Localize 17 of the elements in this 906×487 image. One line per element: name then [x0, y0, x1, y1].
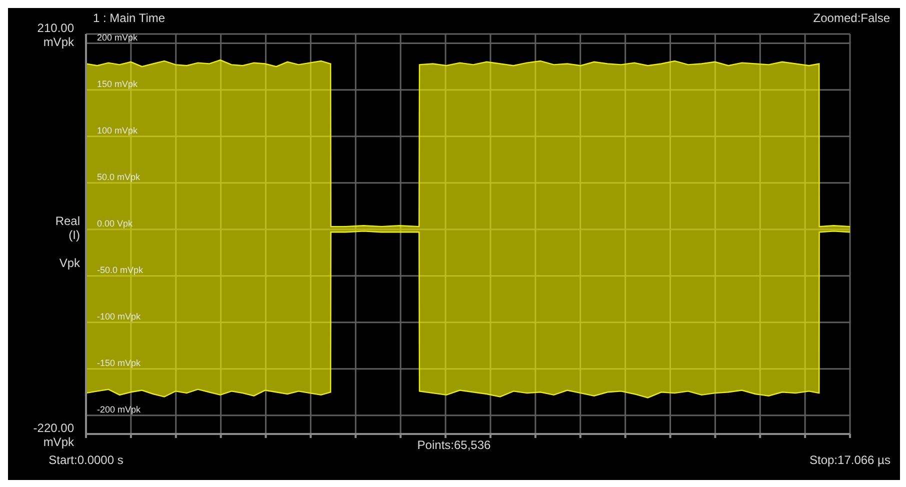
y2-tick-label: -200 mVpk: [97, 404, 142, 414]
chart-title: 1 : Main Time: [93, 11, 166, 25]
y2-tick-label: 150 mVpk: [97, 78, 138, 89]
y2-tick-label: 100 mVpk: [97, 125, 138, 136]
y-axis-title: Real (I) Vpk: [54, 214, 80, 270]
text: Points:65,536: [417, 438, 491, 452]
y2-tick-label: 0.00 Vpk: [97, 218, 134, 228]
x-tick-label: Stop:17.066 µs: [810, 453, 890, 467]
y2-tick-label: 50.0 mVpk: [97, 172, 141, 182]
x-tick-label: Start:0.0000 s: [48, 453, 124, 467]
text: Zoomed:False: [813, 11, 890, 25]
y-tick-label: -220.00 mVpk: [33, 421, 75, 449]
y2-tick-label: 200 mVpk: [97, 32, 138, 42]
y2-tick-label: -100 mVpk: [97, 311, 142, 322]
y2-tick-label: -150 mVpk: [97, 358, 142, 368]
y-tick-label: 210.00 mVpk: [37, 21, 75, 49]
y2-tick-label: -50.0 mVpk: [97, 264, 144, 275]
